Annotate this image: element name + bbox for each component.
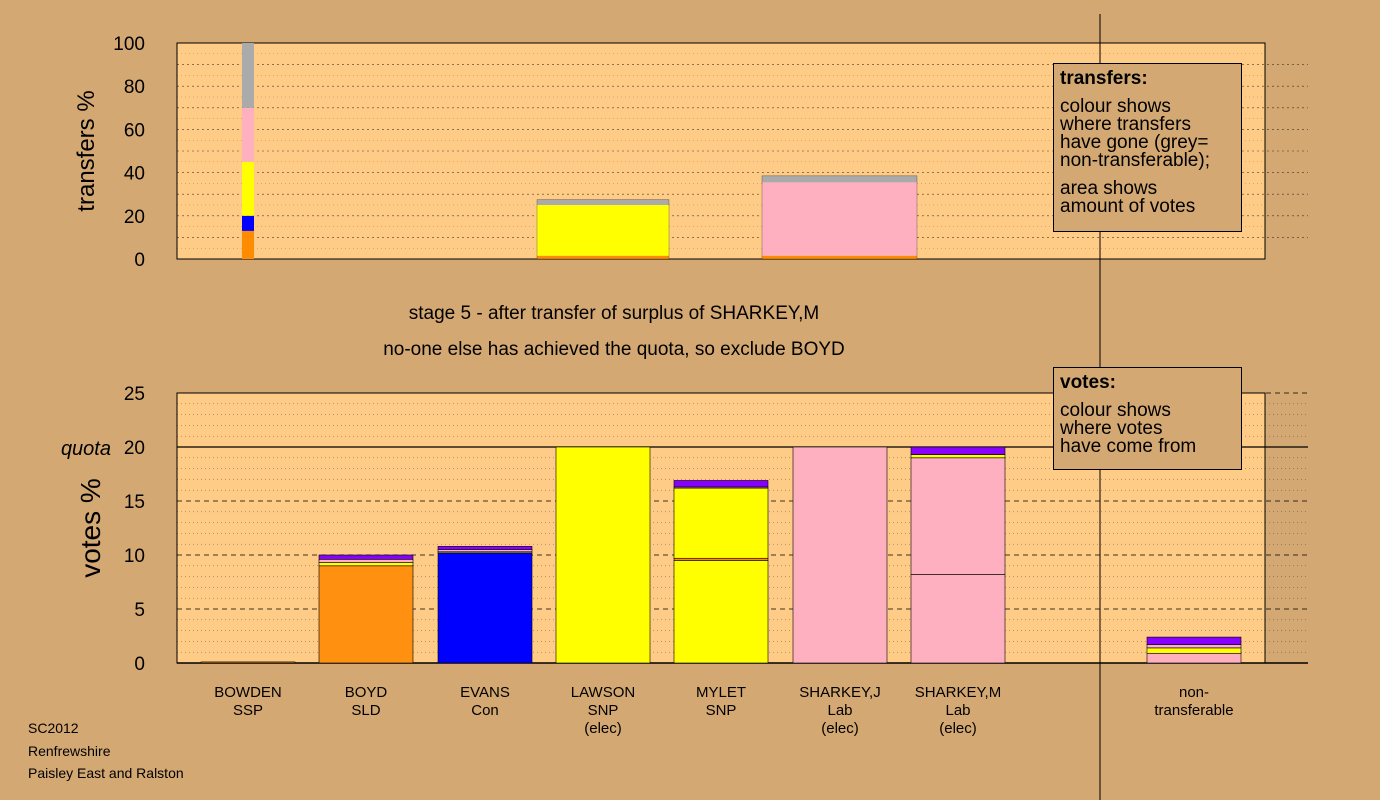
votes-bar-segment	[910, 454, 1006, 459]
transfers-tick-label: 0	[134, 250, 145, 271]
votes-legend-line-1: colour shows	[1060, 400, 1171, 421]
votes-bar-segment	[792, 446, 888, 664]
transfers-bar-segment-transferred-surplus	[242, 230, 254, 259]
category-label: Lab	[945, 702, 970, 719]
category-label: LAWSON	[571, 684, 635, 701]
transfers-bar-segment-transferred-surplus	[242, 215, 254, 231]
category-label: Con	[471, 702, 499, 719]
votes-bar-segment	[437, 552, 533, 664]
transfers-bar-segment-LAWSON	[537, 255, 669, 259]
votes-tick-label: 5	[134, 600, 145, 621]
transfers-legend-line-4: non-transferable);	[1060, 150, 1210, 171]
category-label: SNP	[706, 702, 737, 719]
transfers-legend-title: transfers:	[1060, 68, 1148, 89]
category-label: SSP	[233, 702, 263, 719]
votes-bar-segment	[910, 574, 1006, 664]
category-label: (elec)	[939, 720, 977, 737]
votes-tick-label: 10	[124, 546, 145, 567]
votes-legend-line-3: have come from	[1060, 436, 1197, 457]
footer-line-3: Paisley East and Ralston	[28, 765, 184, 781]
transfers-legend: transfers: colour shows where transfers …	[1053, 63, 1242, 232]
category-label: MYLET	[696, 684, 746, 701]
votes-bar-segment	[318, 565, 414, 664]
votes-legend-title: votes:	[1060, 372, 1116, 393]
votes-axis-label: votes %	[75, 478, 106, 578]
votes-tick-label: 15	[124, 492, 145, 513]
transfers-legend-line-1: colour shows	[1060, 96, 1171, 117]
votes-bar-segment	[200, 661, 296, 664]
votes-tick-label: 20	[124, 438, 145, 459]
votes-bar-segment	[1146, 636, 1242, 645]
category-label: SNP	[588, 702, 619, 719]
votes-bar-segment	[555, 446, 651, 664]
category-label: (elec)	[584, 720, 622, 737]
transfers-axis-label: transfers %	[73, 90, 100, 211]
votes-bar-segment	[673, 560, 769, 664]
category-label: (elec)	[821, 720, 859, 737]
transfers-bar-segment-SHARKEY,J	[762, 175, 917, 183]
transfers-bar-outline	[761, 175, 918, 260]
votes-tick-label: 0	[134, 654, 145, 675]
transfers-bar-segment-transferred-surplus	[242, 107, 254, 162]
transfers-tick-label: 60	[124, 120, 145, 141]
votes-legend-line-2: where votes	[1060, 418, 1163, 439]
votes-bar-segment	[437, 546, 533, 550]
category-label: SHARKEY,J	[799, 684, 880, 701]
footer-line-1: SC2012	[28, 720, 79, 736]
transfers-bar-outline	[536, 199, 670, 260]
stage-text: stage 5 - after transfer of surplus of S…	[409, 303, 819, 324]
votes-bar-segment	[318, 562, 414, 567]
transfers-legend-line-2: where transfers	[1060, 114, 1191, 135]
votes-bar-segment	[1146, 644, 1242, 649]
quota-label: quota	[61, 438, 111, 460]
category-label: BOYD	[345, 684, 388, 701]
transfers-tick-label: 40	[124, 164, 145, 185]
votes-bar-segment	[673, 480, 769, 488]
transfers-bar-segment-SHARKEY,J	[762, 255, 917, 259]
category-label: transferable	[1154, 702, 1233, 719]
transfers-tick-label: 100	[113, 34, 145, 55]
votes-bar-segment	[673, 487, 769, 559]
transfers-bar-segment-transferred-surplus	[242, 43, 254, 108]
category-label: EVANS	[460, 684, 510, 701]
transfers-bar-segment-LAWSON	[537, 199, 669, 205]
votes-legend: votes: colour shows where votes have com…	[1053, 367, 1242, 470]
votes-bar-segment	[318, 559, 414, 563]
category-label: non-	[1179, 684, 1209, 701]
votes-bar-segment	[910, 446, 1006, 455]
votes-bar-segment	[673, 557, 769, 561]
transfers-legend-line-5: area shows	[1060, 178, 1158, 199]
action-text: no-one else has achieved the quota, so e…	[383, 339, 845, 360]
transfers-legend-line-3: have gone (grey=	[1060, 132, 1209, 153]
transfers-tick-label: 80	[124, 77, 145, 98]
votes-bar-segment	[437, 549, 533, 553]
transfers-legend-line-6: amount of votes	[1060, 196, 1196, 217]
transfers-bar-segment-SHARKEY,J	[762, 182, 917, 256]
votes-bar-segment	[318, 554, 414, 560]
votes-bar-segment	[910, 457, 1006, 575]
transfers-bar-segment-LAWSON	[537, 205, 669, 256]
votes-tick-label: 25	[124, 384, 145, 405]
category-label: BOWDEN	[214, 684, 282, 701]
transfers-bar-segment-transferred-surplus	[242, 161, 254, 216]
category-label: Lab	[827, 702, 852, 719]
votes-bar-segment	[1146, 652, 1242, 664]
footer-line-2: Renfrewshire	[28, 743, 111, 759]
votes-bar-segment	[1146, 647, 1242, 654]
category-label: SLD	[351, 702, 380, 719]
category-label: SHARKEY,M	[915, 684, 1001, 701]
transfers-tick-label: 20	[124, 207, 145, 228]
